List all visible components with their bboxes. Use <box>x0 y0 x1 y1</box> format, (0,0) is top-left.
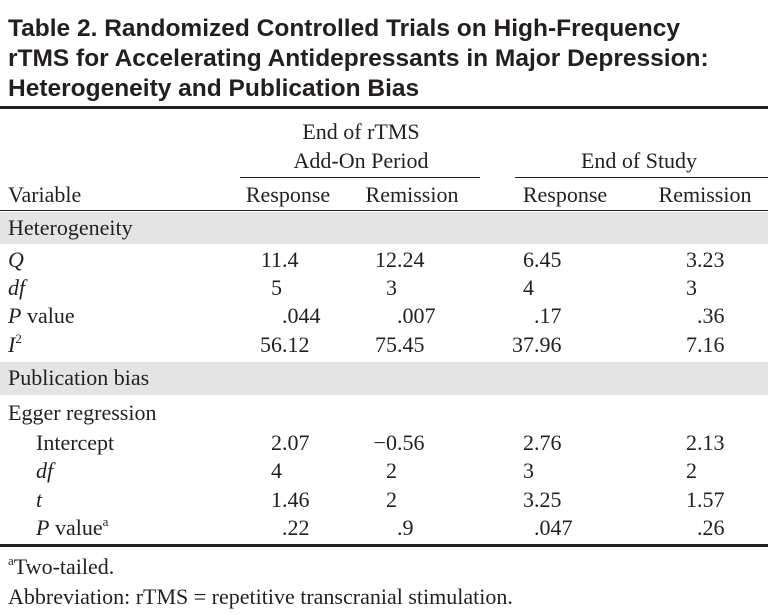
row-label: P value <box>8 305 75 327</box>
cell-value: 2 <box>386 458 397 483</box>
cell-value: 2 <box>686 458 697 483</box>
section-title: Heterogeneity <box>8 215 133 240</box>
group-header: End of rTMS <box>302 119 420 144</box>
cell-value: .9 <box>397 515 414 540</box>
title-line: rTMS for Accelerating Antidepressants in… <box>8 45 709 72</box>
cell-value: .26 <box>697 515 725 540</box>
cell-value: 3 <box>386 275 397 300</box>
cell-value: 3.23 <box>686 247 725 272</box>
label-text: P <box>36 515 50 540</box>
group-rule <box>240 177 480 178</box>
row-label: Q <box>8 249 24 271</box>
section-band <box>0 362 768 395</box>
group-header: Add-On Period <box>293 148 429 173</box>
row-label: df <box>36 460 53 482</box>
cell-value: 5 <box>271 275 282 300</box>
column-header: Response <box>245 182 331 207</box>
label-suffix: value <box>21 303 75 328</box>
label-superscript: 2 <box>15 331 22 346</box>
column-header: Remission <box>365 182 459 207</box>
cell-value: 2.76 <box>523 430 562 455</box>
column-header: Response <box>522 182 608 207</box>
label-text: df <box>8 275 26 300</box>
cell-value: .047 <box>534 515 573 540</box>
label-text: P <box>8 303 22 328</box>
title-line: Heterogeneity and Publication Bias <box>8 75 420 102</box>
cell-value: .36 <box>697 303 725 328</box>
cell-value: 3 <box>523 458 534 483</box>
subsection-title: Egger regression <box>8 400 157 425</box>
label-superscript: a <box>102 514 109 529</box>
cell-value: 3 <box>686 275 697 300</box>
cell-value: 4 <box>271 458 282 483</box>
cell-value: 2 <box>386 487 397 512</box>
cell-value: 1.57 <box>686 487 725 512</box>
top-rule <box>0 106 768 109</box>
title-line: Table 2. Randomized Controlled Trials on… <box>8 15 681 42</box>
label-text: Intercept <box>36 430 115 455</box>
cell-value: 1.46 <box>271 487 310 512</box>
column-header: Variable <box>8 182 82 207</box>
label-text: df <box>36 458 54 483</box>
cell-value: 6.45 <box>523 247 562 272</box>
group-header: End of Study <box>580 148 698 173</box>
cell-value: 7.16 <box>686 332 725 357</box>
cell-value: .007 <box>397 303 436 328</box>
label-text: Q <box>8 247 24 272</box>
row-label: t <box>36 489 42 511</box>
header-rule <box>0 210 768 211</box>
row-label: Intercept <box>36 432 114 454</box>
section-title: Publication bias <box>8 365 150 390</box>
cell-value: .044 <box>282 303 321 328</box>
cell-value: 75.45 <box>375 332 425 357</box>
bottom-rule <box>0 544 768 547</box>
cell-value: 37.96 <box>512 332 562 357</box>
cell-value: .17 <box>534 303 562 328</box>
label-text: t <box>36 487 43 512</box>
cell-value: 11.4 <box>260 247 299 272</box>
label-suffix: value <box>49 515 103 540</box>
section-band <box>0 212 768 244</box>
cell-value: 2.13 <box>686 430 725 455</box>
footnote-text: Two-tailed. <box>13 554 115 579</box>
footnote-mark: a <box>8 553 14 568</box>
cell-value: 3.25 <box>523 487 562 512</box>
label-text: I <box>8 332 16 357</box>
row-label: I2 <box>8 331 22 357</box>
cell-value: 4 <box>523 275 534 300</box>
cell-value: 12.24 <box>375 247 425 272</box>
cell-value: 56.12 <box>260 332 310 357</box>
row-label: df <box>8 277 25 299</box>
cell-value: .22 <box>282 515 310 540</box>
group-rule <box>515 177 768 178</box>
cell-value: 2.07 <box>271 430 310 455</box>
row-label: P valuea <box>36 514 109 540</box>
column-header: Remission <box>658 182 752 207</box>
footnote: aTwo-tailed. <box>8 553 115 579</box>
cell-value: −0.56 <box>373 430 425 455</box>
abbreviation: Abbreviation: rTMS = repetitive transcra… <box>8 584 513 609</box>
